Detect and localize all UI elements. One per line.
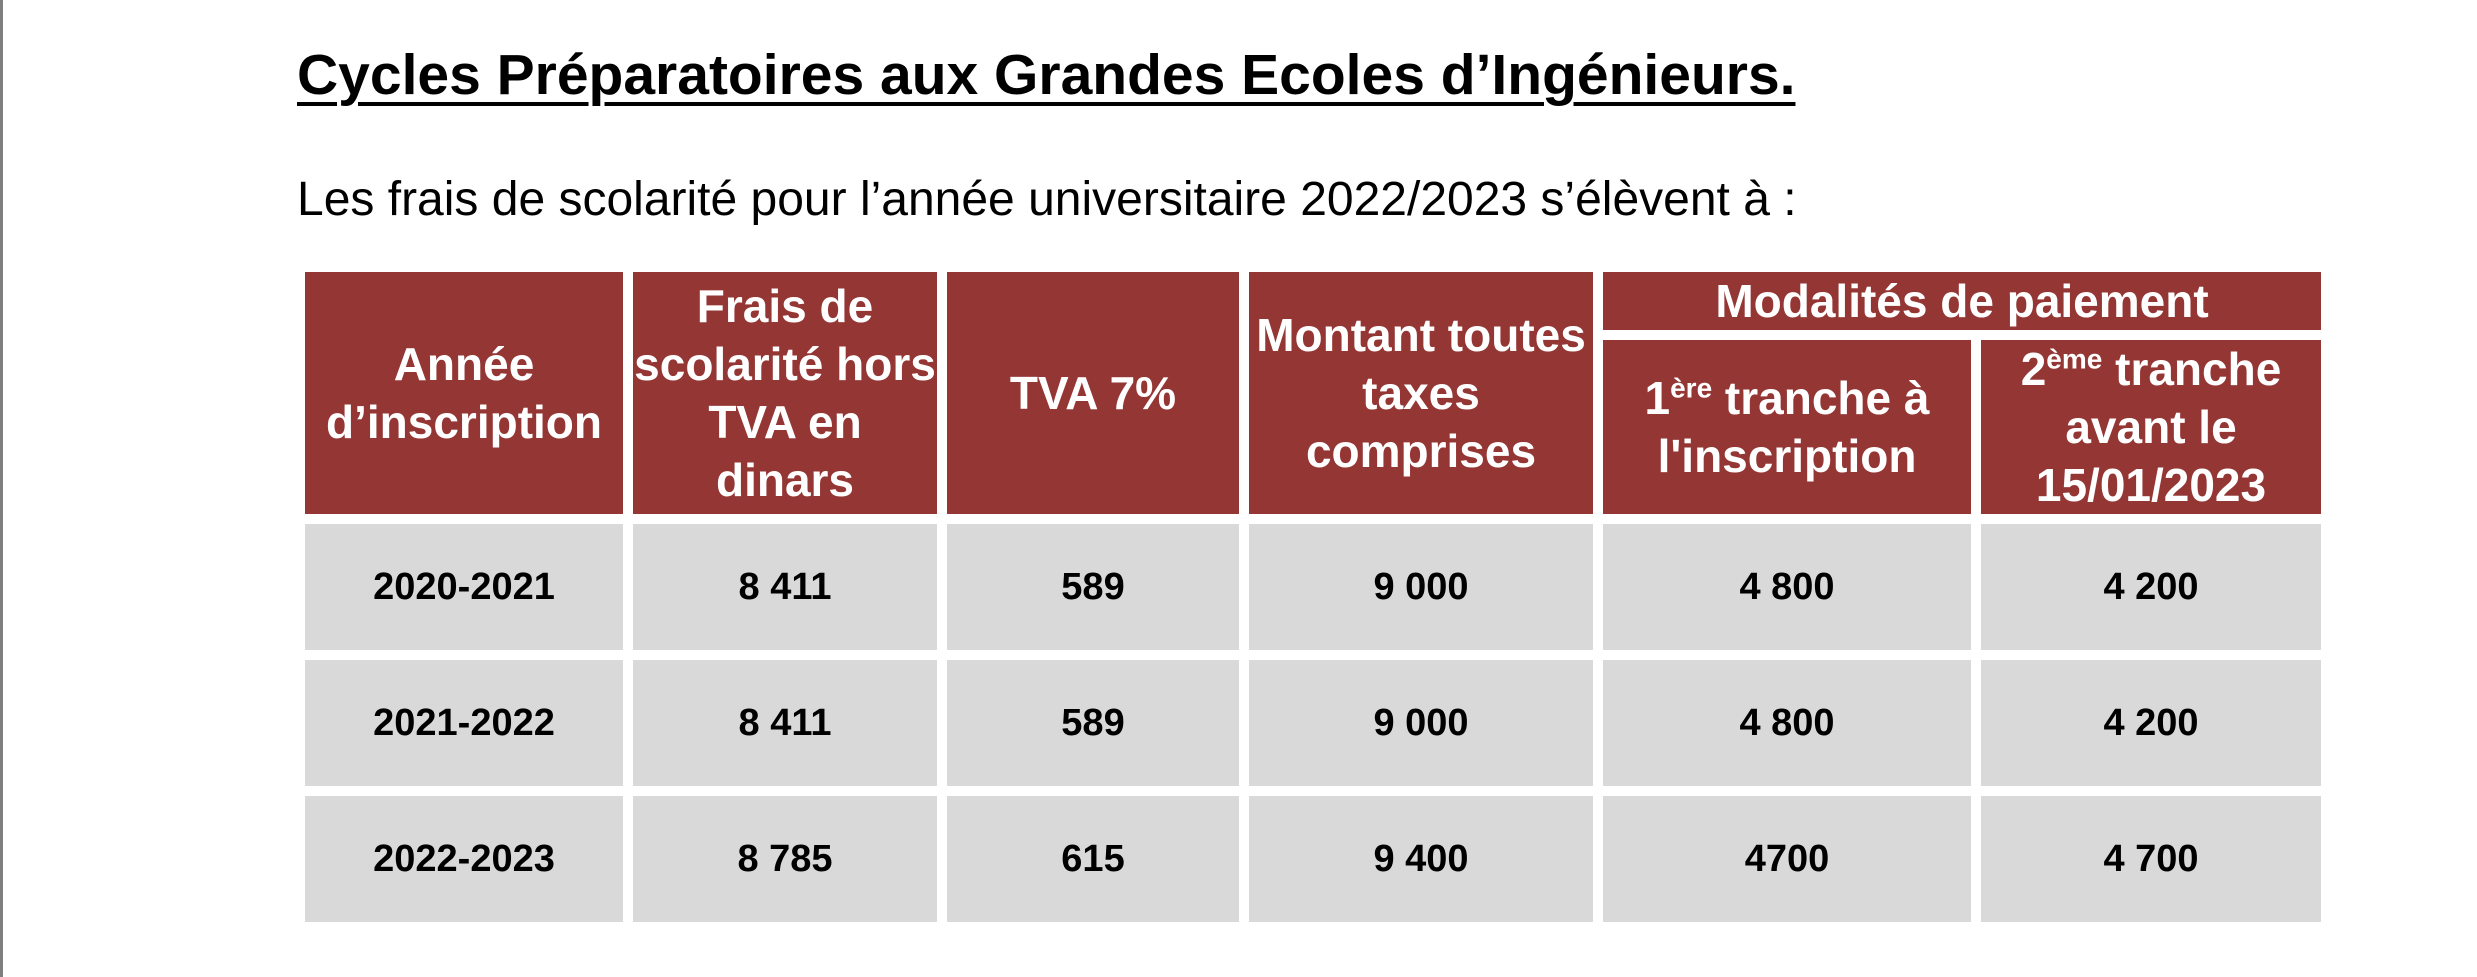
header-year: Année d’inscription — [305, 272, 623, 514]
cell-fees: 8 411 — [633, 660, 937, 786]
table-subheader-row: 1ère tranche à l'inscription 2ème tranch… — [305, 340, 2321, 514]
cell-vat: 589 — [947, 524, 1239, 650]
cell-vat: 615 — [947, 796, 1239, 922]
cell-tranche-2: 4 700 — [1981, 796, 2321, 922]
tranche-2-suffix: ème — [2046, 343, 2103, 375]
header-fees-excl-vat: Frais de scolarité hors TVA en dinars — [633, 272, 937, 514]
cell-tranche-1: 4700 — [1603, 796, 1971, 922]
table-row: 2021-2022 8 411 589 9 000 4 800 4 200 — [305, 660, 2321, 786]
cell-fees: 8 785 — [633, 796, 937, 922]
cell-year: 2020-2021 — [305, 524, 623, 650]
tranche-2-text: tranche avant le 15/01/2023 — [2035, 343, 2282, 511]
table-row: 2020-2021 8 411 589 9 000 4 800 4 200 — [305, 524, 2321, 650]
page-left-edge — [0, 0, 3, 977]
header-tranche-2: 2ème tranche avant le 15/01/2023 — [1981, 340, 2321, 514]
cell-vat: 589 — [947, 660, 1239, 786]
header-total: Montant toutes taxes comprises — [1249, 272, 1593, 514]
cell-year: 2022-2023 — [305, 796, 623, 922]
tranche-2-number: 2 — [2020, 343, 2047, 395]
cell-year: 2021-2022 — [305, 660, 623, 786]
cell-tranche-2: 4 200 — [1981, 524, 2321, 650]
cell-total: 9 000 — [1249, 524, 1593, 650]
intro-text: Les frais de scolarité pour l’année univ… — [297, 173, 1797, 226]
tranche-1-text: tranche à l'inscription — [1657, 372, 1930, 482]
tranche-1-suffix: ère — [1670, 372, 1713, 404]
cell-tranche-2: 4 200 — [1981, 660, 2321, 786]
cell-tranche-1: 4 800 — [1603, 524, 1971, 650]
cell-total: 9 400 — [1249, 796, 1593, 922]
tuition-fees-table: Année d’inscription Frais de scolarité h… — [295, 262, 2331, 932]
cell-total: 9 000 — [1249, 660, 1593, 786]
tranche-1-number: 1 — [1644, 372, 1671, 424]
cell-tranche-1: 4 800 — [1603, 660, 1971, 786]
header-vat: TVA 7% — [947, 272, 1239, 514]
table-row: 2022-2023 8 785 615 9 400 4700 4 700 — [305, 796, 2321, 922]
table-header-row: Année d’inscription Frais de scolarité h… — [305, 272, 2321, 514]
page-title: Cycles Préparatoires aux Grandes Ecoles … — [297, 43, 1796, 107]
header-tranche-1: 1ère tranche à l'inscription — [1603, 340, 1971, 514]
cell-fees: 8 411 — [633, 524, 937, 650]
header-payment-group: Modalités de paiement — [1603, 272, 2321, 330]
